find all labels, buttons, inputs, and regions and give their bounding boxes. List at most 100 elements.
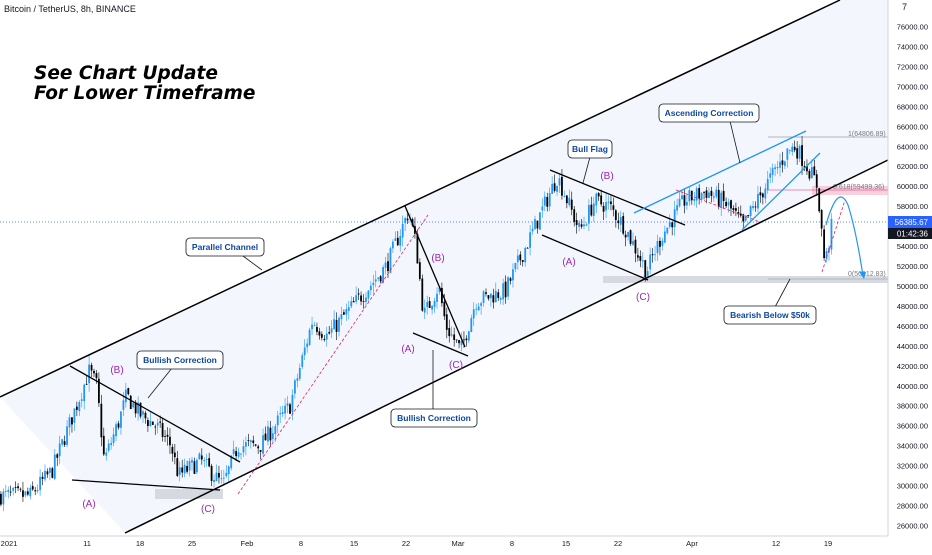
- candle-up: [384, 262, 387, 268]
- callout-pointer-ascending: [729, 120, 741, 164]
- candle-down: [166, 434, 169, 437]
- candle-up: [531, 228, 534, 232]
- candle-down: [335, 320, 338, 332]
- time-tick-label: 12: [772, 539, 780, 548]
- candle-down: [98, 378, 100, 404]
- candle-down: [129, 395, 132, 410]
- candle-down: [139, 402, 142, 417]
- candle-down: [739, 213, 742, 216]
- candle-down: [717, 189, 720, 207]
- candle-down: [796, 148, 799, 159]
- candle-down: [445, 314, 448, 330]
- candle-up: [720, 192, 723, 209]
- candle-down: [421, 278, 424, 311]
- candle-up: [727, 202, 730, 206]
- price-tick-label: 30000.00: [897, 482, 928, 491]
- headline-line1: See Chart Update: [34, 63, 218, 84]
- candle-down: [257, 446, 260, 449]
- candle-up: [757, 194, 759, 209]
- candle-up: [779, 161, 781, 168]
- candle-up: [433, 300, 436, 307]
- candle-up: [534, 219, 536, 230]
- candle-up: [36, 489, 39, 492]
- price-tick-label: 50000.00: [897, 282, 928, 291]
- callout-ascending-correction-text: Ascending Correction: [665, 108, 754, 118]
- candle-down: [683, 195, 686, 206]
- candle-up: [423, 307, 426, 313]
- candle-down: [218, 472, 220, 478]
- price-tick-label: 54000.00: [897, 242, 928, 251]
- candle-down: [264, 433, 267, 441]
- price-tick-label: 44000.00: [897, 342, 928, 351]
- time-tick-label: Apr: [686, 539, 698, 548]
- callout-ascending-correction[interactable]: Ascending Correction: [658, 103, 760, 123]
- candle-down: [497, 292, 500, 298]
- candle-down: [492, 295, 495, 303]
- callout-parallel-channel[interactable]: Parallel Channel: [185, 237, 265, 257]
- candle-up: [298, 367, 301, 379]
- candle-down: [732, 208, 735, 211]
- candle-down: [161, 423, 164, 438]
- candle-down: [519, 254, 522, 261]
- callout-pointer-bullflag: [582, 156, 591, 184]
- candle-up: [374, 279, 377, 282]
- callout-bullish-correction-1[interactable]: Bullish Correction: [136, 350, 224, 370]
- candle-up: [240, 453, 242, 455]
- candle-up: [673, 209, 676, 228]
- candle-up: [499, 297, 502, 300]
- candle-up: [301, 355, 304, 367]
- candle-down: [144, 412, 147, 419]
- price-tick-label: 40000.00: [897, 382, 928, 391]
- candle-down: [127, 388, 130, 395]
- candle-up: [512, 269, 514, 281]
- callout-pointer-bull1: [147, 367, 173, 399]
- callout-bearish-below[interactable]: Bearish Below $50k: [723, 305, 817, 325]
- candle-down: [526, 247, 529, 249]
- candle-up: [700, 193, 703, 200]
- callout-bull-flag[interactable]: Bull Flag: [567, 139, 613, 159]
- candle-down: [600, 195, 603, 205]
- price-tick-label: 38000.00: [897, 402, 928, 411]
- candle-up: [156, 422, 159, 426]
- candle-down: [14, 487, 17, 489]
- candle-up: [475, 308, 478, 310]
- candle-up: [245, 442, 247, 447]
- time-axis-bg[interactable]: [0, 536, 888, 550]
- candle-up: [389, 248, 392, 273]
- candle-up: [450, 334, 453, 336]
- candle-up: [641, 260, 644, 262]
- candle-down: [93, 370, 95, 374]
- candle-down: [26, 491, 29, 495]
- fib-label-0: 0(50612.83): [848, 271, 886, 278]
- price-tick-label: 70000.00: [897, 82, 928, 91]
- candle-up: [774, 167, 776, 170]
- candle-up: [284, 405, 286, 414]
- candle-up: [88, 364, 90, 384]
- price-axis-bg[interactable]: [888, 0, 932, 550]
- callout-bullish-correction-2[interactable]: Bullish Correction: [390, 408, 478, 428]
- candle-up: [784, 161, 786, 166]
- price-tick-label: 74000.00: [897, 42, 928, 51]
- candle-up: [73, 408, 76, 423]
- callout-bullish-correction-2-text: Bullish Correction: [397, 413, 471, 423]
- callout-pointer-parallel: [242, 255, 263, 271]
- price-tick-label: 66000.00: [897, 122, 928, 131]
- candle-down: [173, 452, 176, 458]
- candle-up: [830, 218, 833, 250]
- candle-up: [490, 293, 492, 299]
- price-tick-label: 34000.00: [897, 442, 928, 451]
- candle-up: [786, 148, 789, 160]
- candle-up: [578, 222, 580, 227]
- candle-down: [710, 190, 713, 196]
- candle-up: [607, 201, 610, 203]
- candle-down: [362, 301, 365, 302]
- candle-up: [605, 202, 607, 211]
- callout-pointer-bearish: [774, 278, 791, 308]
- candle-up: [120, 411, 122, 428]
- candle-down: [100, 403, 103, 438]
- projection-arrow-icon: [859, 272, 866, 279]
- candle-down: [117, 423, 120, 428]
- candle-down: [406, 218, 409, 221]
- candle-up: [688, 190, 691, 202]
